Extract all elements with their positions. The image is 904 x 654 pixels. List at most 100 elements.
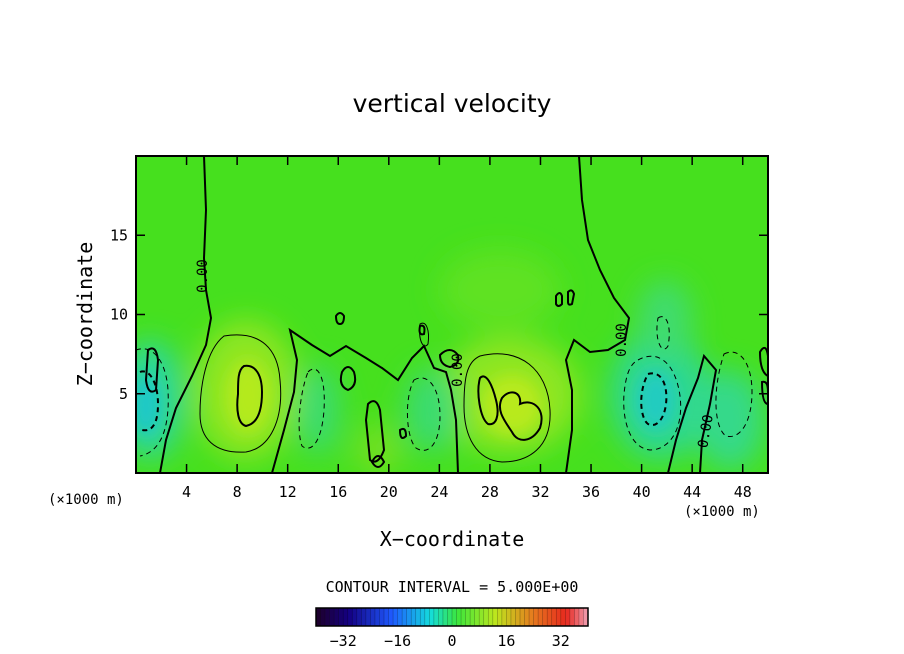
colorbar-cell — [578, 608, 584, 626]
contour-interval-text: CONTOUR INTERVAL = 5.000E+00 — [326, 578, 579, 596]
downdraft-shade-5 — [404, 368, 460, 452]
colorbar-cell — [343, 608, 349, 626]
downdraft-shade-upper — [637, 280, 693, 360]
colorbar-cell — [529, 608, 534, 626]
colorbar-cell — [547, 608, 553, 626]
colorbar-tick-label: 16 — [497, 632, 515, 650]
zero-contour-small-4 — [334, 312, 346, 326]
downdraft-core-1 — [136, 375, 160, 435]
contour-neg-upper — [656, 316, 670, 350]
downdraft-shade-3 — [696, 370, 764, 470]
colorbar-cell — [433, 608, 439, 626]
colorbar-cell — [501, 608, 507, 626]
colorbar-cell — [442, 608, 448, 626]
colorbar-cell — [365, 608, 371, 626]
colorbar-cell — [492, 608, 498, 626]
colorbar-cell — [506, 608, 512, 626]
negative-contours — [136, 316, 753, 457]
x-tick-label: 16 — [329, 483, 347, 501]
colorbar-cell — [325, 608, 330, 626]
contour-neg-5-center-b — [406, 377, 441, 451]
colorbar-cell — [520, 608, 525, 626]
colorbar-cell — [515, 608, 521, 626]
x-tick-label: 32 — [531, 483, 549, 501]
colorbar-cell — [370, 608, 376, 626]
x-tick-label: 40 — [633, 483, 651, 501]
zero-contours — [144, 156, 768, 473]
colorbar-cell — [497, 608, 503, 626]
downdraft-shade-4 — [296, 365, 340, 455]
downdraft-core-2 — [636, 370, 676, 430]
contour-label-2: 0.00 — [450, 353, 466, 387]
zero-contour-left — [159, 156, 213, 473]
updraft-shade-upper — [440, 250, 560, 330]
colorbar: −32 −16 0 16 32 — [315, 607, 589, 650]
colorbar-cell — [338, 608, 344, 626]
x-tick-label: 12 — [279, 483, 297, 501]
colorbar-cell — [551, 608, 557, 626]
chart-title: vertical velocity — [353, 89, 552, 118]
x-tick-label: 44 — [683, 483, 701, 501]
colorbar-cell — [397, 608, 403, 626]
colorbar-cell — [393, 608, 398, 626]
colorbar-cell — [483, 608, 489, 626]
colorbar-tick-label: 32 — [552, 632, 570, 650]
y-tick-label: 5 — [119, 385, 128, 403]
zero-contour-small-11 — [398, 427, 408, 439]
colorbar-cell — [334, 608, 339, 626]
colorbar-cell — [384, 608, 389, 626]
colorbar-cell — [465, 608, 471, 626]
colorbar-cell — [456, 608, 462, 626]
zero-contour-small-3 — [438, 349, 460, 369]
colorbar-tick-label: 0 — [447, 632, 456, 650]
zero-contour-small-6 — [567, 289, 576, 306]
colorbar-tick-label: −32 — [330, 632, 357, 650]
contour-pos-upper — [419, 322, 429, 347]
field-shading — [136, 250, 764, 473]
colorbar-cell — [524, 608, 530, 626]
updraft-core-1 — [226, 360, 270, 432]
contour-label-4: 0.00 — [695, 413, 717, 449]
colorbar-cell — [329, 608, 335, 626]
contour-pos-10-right-a — [477, 375, 499, 426]
x-axis-label: X−coordinate — [380, 527, 525, 551]
x-tick-label: 28 — [481, 483, 499, 501]
zero-contour-small-9 — [758, 346, 768, 378]
colorbar-cell — [461, 608, 466, 626]
colorbar-cells — [315, 608, 589, 626]
positive-contours — [199, 322, 551, 463]
colorbar-cell — [556, 608, 562, 626]
colorbar-tick-label: −16 — [384, 632, 411, 650]
x-tick-label: 20 — [380, 483, 398, 501]
colorbar-cell — [565, 608, 571, 626]
colorbar-cell — [574, 608, 580, 626]
contour-pos-10-left — [236, 364, 264, 428]
colorbar-frame — [315, 607, 589, 627]
x-tick-label: 48 — [734, 483, 752, 501]
zero-contour-right — [564, 156, 631, 473]
zero-contour-center-left — [271, 327, 459, 473]
colorbar-cell — [470, 608, 475, 626]
contour-label-1: 0.00 — [195, 259, 211, 293]
colorbar-cell — [352, 608, 358, 626]
colorbar-cell — [438, 608, 444, 626]
y-tick-label: 15 — [110, 226, 128, 244]
x-unit-left: (×1000 m) — [48, 492, 124, 508]
plot-area: 0.00 0.00 0.00 0.00 — [136, 156, 768, 473]
colorbar-cell — [542, 608, 548, 626]
contour-pos-10-right-b — [498, 391, 543, 441]
colorbar-cell — [415, 608, 421, 626]
contour-neg-5-right — [623, 355, 682, 451]
x-tick-label: 8 — [233, 483, 242, 501]
colorbar-cell — [420, 608, 426, 626]
colorbar-cell — [379, 608, 385, 626]
zero-contour-small-8 — [370, 455, 386, 468]
colorbar-cell — [569, 608, 575, 626]
colorbar-cell — [560, 608, 566, 626]
y-axis-label: Z−coordinate — [73, 242, 97, 387]
contour-pos-5-left — [199, 334, 282, 453]
colorbar-cell — [411, 608, 417, 626]
zero-contour-far-right — [667, 353, 718, 473]
contour-neg-5-center-a — [298, 368, 325, 449]
colorbar-cell — [356, 608, 362, 626]
